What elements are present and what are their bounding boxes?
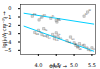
- svg-text:Rh: Rh: [43, 14, 47, 17]
- svg-text:−1: −1: [4, 13, 12, 20]
- svg-text:Sb: Sb: [78, 48, 82, 51]
- svg-text:−4: −4: [4, 38, 12, 45]
- svg-text:Zn: Zn: [59, 37, 63, 40]
- svg-text:5.0: 5.0: [70, 62, 78, 68]
- svg-text:Φ/eV →: Φ/eV →: [49, 63, 67, 69]
- svg-text:In: In: [93, 48, 96, 51]
- svg-text:Cu: Cu: [57, 33, 61, 36]
- svg-text:Cd: Cd: [80, 44, 84, 47]
- svg-text:Sn: Sn: [71, 38, 75, 41]
- svg-text:−2: −2: [4, 21, 12, 28]
- svg-text:−5: −5: [4, 46, 12, 53]
- svg-text:Pt: Pt: [52, 15, 55, 18]
- svg-text:Co: Co: [55, 39, 59, 43]
- svg-text:Ta: Ta: [45, 29, 48, 32]
- svg-text:Re: Re: [33, 13, 37, 16]
- svg-text:Hg: Hg: [85, 46, 89, 49]
- svg-text:−3: −3: [4, 30, 12, 37]
- svg-text:Nb: Nb: [35, 33, 40, 36]
- svg-text:Ag: Ag: [68, 41, 72, 44]
- svg-text:5.5: 5.5: [88, 62, 96, 68]
- svg-text:Ru: Ru: [58, 19, 62, 22]
- svg-text:Tl: Tl: [89, 50, 92, 53]
- svg-text:lg(j₀/A·cm⁻²) →: lg(j₀/A·cm⁻²) →: [1, 11, 8, 48]
- svg-text:W: W: [88, 9, 91, 12]
- svg-text:Ti: Ti: [39, 31, 41, 34]
- svg-text:Mo: Mo: [43, 35, 47, 38]
- svg-text:Ni: Ni: [85, 13, 88, 16]
- svg-text:Cr: Cr: [48, 37, 52, 40]
- svg-text:4.0: 4.0: [34, 62, 42, 68]
- html-text:BiPb: BiPb: [74, 43, 80, 49]
- svg-text:Ir: Ir: [40, 17, 43, 20]
- svg-text:0: 0: [8, 5, 11, 11]
- svg-text:Fe: Fe: [53, 35, 57, 39]
